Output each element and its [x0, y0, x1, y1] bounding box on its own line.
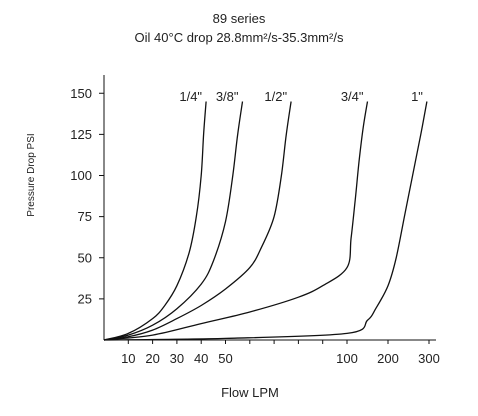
y-axis-label: Pressure Drop PSI	[26, 133, 37, 216]
series-label-1: 3/8"	[216, 89, 239, 104]
y-tick-label: 125	[70, 127, 92, 142]
series-line-2	[103, 101, 292, 341]
y-tick-label: 50	[78, 250, 92, 265]
x-tick-label: 10	[121, 351, 135, 366]
curves	[103, 101, 428, 341]
series-label-4: 1"	[411, 89, 423, 104]
y-tick-label: 25	[78, 291, 92, 306]
series-labels: 1/4" 3/8" 1/2" 3/4" 1"	[179, 89, 423, 104]
series-line-3	[103, 101, 369, 341]
series-line-0	[103, 101, 207, 341]
y-tick-label: 75	[78, 209, 92, 224]
y-ticks: 25 50 75 100 125 150	[70, 86, 104, 306]
x-ticks: 10 20 30 40 50 100 200 300	[121, 340, 440, 366]
y-tick-label: 100	[70, 168, 92, 183]
x-tick-label: 300	[418, 351, 440, 366]
y-tick-label: 150	[70, 86, 92, 101]
series-label-2: 1/2"	[264, 89, 287, 104]
chart-title: 89 series	[213, 11, 266, 26]
x-tick-label: 20	[145, 351, 159, 366]
series-line-4	[103, 101, 428, 341]
x-tick-label: 50	[218, 351, 232, 366]
x-tick-label: 200	[377, 351, 399, 366]
x-tick-label: 40	[194, 351, 208, 366]
series-line-1	[103, 101, 244, 341]
chart-subtitle: Oil 40°C drop 28.8mm²/s-35.3mm²/s	[135, 30, 344, 45]
x-tick-label: 100	[336, 351, 358, 366]
x-axis-label: Flow LPM	[221, 385, 279, 400]
series-label-3: 3/4"	[341, 89, 364, 104]
x-tick-label: 30	[170, 351, 184, 366]
series-label-0: 1/4"	[179, 89, 202, 104]
